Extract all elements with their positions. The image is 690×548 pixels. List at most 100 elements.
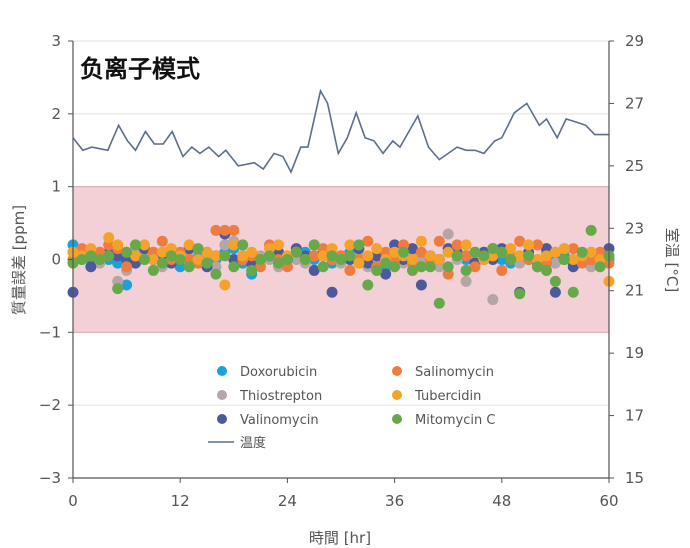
- y-tick-label: 0: [51, 251, 61, 269]
- data-point-tubercidin: [237, 250, 249, 262]
- data-point-valinomycin: [85, 261, 97, 273]
- data-point-tubercidin: [103, 232, 115, 244]
- y2-tick-label: 19: [625, 344, 644, 362]
- data-point-mitomycin-c: [103, 250, 115, 262]
- data-point-tubercidin: [415, 235, 427, 247]
- legend-label: Thiostrepton: [239, 389, 322, 404]
- data-point-mitomycin-c: [264, 250, 276, 262]
- legend-marker-doxorubicin: [217, 366, 227, 376]
- data-point-mitomycin-c: [389, 261, 401, 273]
- data-point-mitomycin-c: [246, 264, 258, 276]
- data-point-mitomycin-c: [505, 254, 517, 265]
- data-point-mitomycin-c: [255, 254, 267, 265]
- data-point-mitomycin-c: [183, 261, 195, 273]
- data-point-mitomycin-c: [335, 254, 347, 265]
- data-point-salinomycin: [228, 224, 240, 236]
- data-point-salinomycin: [496, 264, 508, 276]
- data-point-mitomycin-c: [594, 261, 606, 273]
- scatter-points: [67, 224, 615, 309]
- data-point-valinomycin: [308, 264, 320, 276]
- data-point-tubercidin: [147, 254, 159, 265]
- data-point-tubercidin: [567, 254, 579, 265]
- legend-marker-salinomycin: [392, 366, 402, 376]
- temperature-line: [72, 88, 609, 175]
- data-point-tubercidin: [585, 246, 597, 258]
- data-point-mitomycin-c: [567, 286, 579, 298]
- data-point-tubercidin: [433, 254, 445, 265]
- legend-marker-valinomycin: [217, 414, 227, 424]
- data-point-mitomycin-c: [585, 224, 597, 236]
- data-point-salinomycin: [344, 264, 356, 276]
- data-point-thiostrepton: [487, 294, 499, 306]
- data-point-mitomycin-c: [371, 264, 383, 276]
- data-point-mitomycin-c: [272, 257, 284, 269]
- data-point-valinomycin: [415, 279, 427, 291]
- y-tick-label: −1: [39, 323, 61, 341]
- data-point-tubercidin: [549, 246, 561, 258]
- data-point-mitomycin-c: [442, 261, 454, 273]
- data-point-mitomycin-c: [281, 254, 293, 265]
- data-point-thiostrepton: [549, 257, 561, 269]
- legend-label: Salinomycin: [415, 365, 494, 380]
- legend-label: Mitomycin C: [415, 413, 495, 428]
- data-point-tubercidin: [371, 243, 383, 255]
- data-point-salinomycin: [514, 235, 526, 247]
- data-point-mitomycin-c: [219, 250, 231, 262]
- data-point-valinomycin: [549, 286, 561, 298]
- legend-marker-mitomycin-c: [392, 414, 402, 424]
- y2-tick-label: 23: [625, 219, 644, 237]
- data-point-salinomycin: [460, 250, 472, 262]
- data-point-valinomycin: [406, 243, 418, 255]
- data-point-mitomycin-c: [549, 275, 561, 287]
- data-point-mitomycin-c: [398, 246, 410, 258]
- data-point-tubercidin: [523, 239, 535, 251]
- data-point-tubercidin: [219, 279, 231, 291]
- data-point-tubercidin: [130, 250, 142, 262]
- data-point-mitomycin-c: [362, 279, 374, 291]
- data-point-tubercidin: [460, 239, 472, 251]
- data-point-mitomycin-c: [353, 239, 365, 251]
- data-point-thiostrepton: [442, 228, 454, 240]
- legend-label-temperature: 温度: [240, 435, 266, 451]
- data-point-tubercidin: [210, 250, 222, 262]
- data-point-mitomycin-c: [380, 257, 392, 269]
- data-point-mitomycin-c: [478, 250, 490, 262]
- data-point-tubercidin: [389, 246, 401, 258]
- data-point-tubercidin: [558, 243, 570, 255]
- data-point-mitomycin-c: [112, 283, 124, 295]
- data-point-mitomycin-c: [76, 254, 88, 265]
- data-point-salinomycin: [532, 239, 544, 251]
- data-point-mitomycin-c: [576, 246, 588, 258]
- data-point-tubercidin: [362, 250, 374, 262]
- data-point-mitomycin-c: [210, 268, 222, 280]
- y2-tick-label: 29: [625, 32, 644, 50]
- x-tick-label: 0: [68, 492, 78, 510]
- data-point-mitomycin-c: [532, 261, 544, 273]
- data-point-salinomycin: [121, 261, 133, 273]
- y2-tick-label: 25: [625, 157, 644, 175]
- data-point-tubercidin: [344, 239, 356, 251]
- y2-axis-label: 室温 [°C]: [663, 228, 681, 292]
- data-point-mitomycin-c: [469, 246, 481, 258]
- data-point-mitomycin-c: [290, 246, 302, 258]
- data-point-tubercidin: [406, 254, 418, 265]
- data-point-mitomycin-c: [156, 257, 168, 269]
- data-point-salinomycin: [362, 235, 374, 247]
- x-tick-label: 48: [492, 492, 511, 510]
- legend-marker-tubercidin: [392, 390, 402, 400]
- data-point-mitomycin-c: [523, 250, 535, 262]
- data-point-tubercidin: [201, 246, 213, 258]
- chart-title: 负离子模式: [80, 55, 200, 83]
- legend-marker-thiostrepton: [217, 390, 227, 400]
- y-tick-label: −2: [39, 396, 61, 414]
- data-point-mitomycin-c: [299, 254, 311, 265]
- data-point-tubercidin: [272, 239, 284, 251]
- legend-label: Doxorubicin: [240, 365, 317, 380]
- data-point-salinomycin: [415, 246, 427, 258]
- data-point-mitomycin-c: [344, 250, 356, 262]
- data-point-tubercidin: [540, 250, 552, 262]
- data-point-mitomycin-c: [192, 243, 204, 255]
- y-tick-label: 2: [51, 105, 61, 123]
- x-tick-label: 60: [599, 492, 618, 510]
- x-tick-label: 24: [278, 492, 297, 510]
